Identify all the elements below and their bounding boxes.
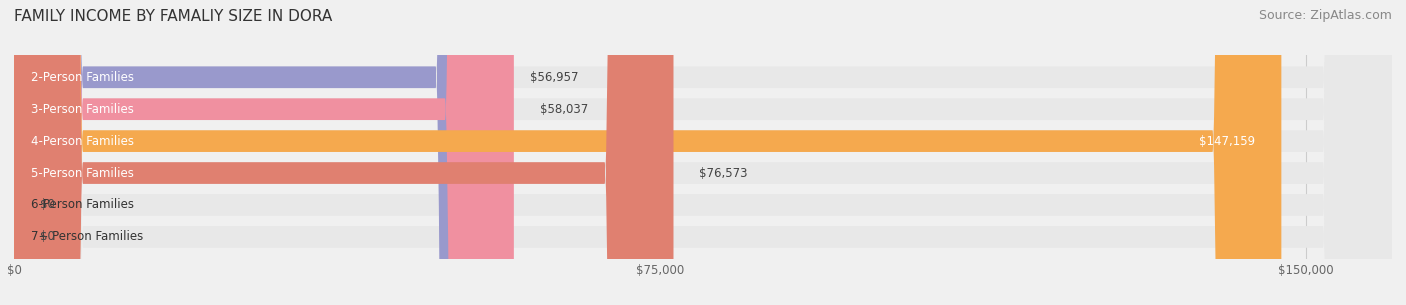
Text: 4-Person Families: 4-Person Families [31, 135, 135, 148]
Text: 2-Person Families: 2-Person Families [31, 71, 135, 84]
FancyBboxPatch shape [14, 0, 505, 305]
FancyBboxPatch shape [14, 0, 1392, 305]
Text: $0: $0 [39, 199, 55, 211]
FancyBboxPatch shape [14, 0, 673, 305]
FancyBboxPatch shape [14, 0, 1392, 305]
FancyBboxPatch shape [14, 0, 513, 305]
FancyBboxPatch shape [14, 0, 1281, 305]
Text: $0: $0 [39, 230, 55, 243]
Text: $76,573: $76,573 [699, 167, 748, 180]
Text: 3-Person Families: 3-Person Families [31, 103, 134, 116]
Text: $147,159: $147,159 [1199, 135, 1256, 148]
Text: FAMILY INCOME BY FAMALIY SIZE IN DORA: FAMILY INCOME BY FAMALIY SIZE IN DORA [14, 9, 332, 24]
FancyBboxPatch shape [14, 0, 1392, 305]
Text: 7+ Person Families: 7+ Person Families [31, 230, 143, 243]
Text: 6-Person Families: 6-Person Families [31, 199, 135, 211]
FancyBboxPatch shape [14, 0, 1392, 305]
FancyBboxPatch shape [14, 0, 1392, 305]
Text: 5-Person Families: 5-Person Families [31, 167, 134, 180]
Text: Source: ZipAtlas.com: Source: ZipAtlas.com [1258, 9, 1392, 22]
FancyBboxPatch shape [14, 0, 1392, 305]
Text: $56,957: $56,957 [530, 71, 579, 84]
Text: $58,037: $58,037 [540, 103, 588, 116]
